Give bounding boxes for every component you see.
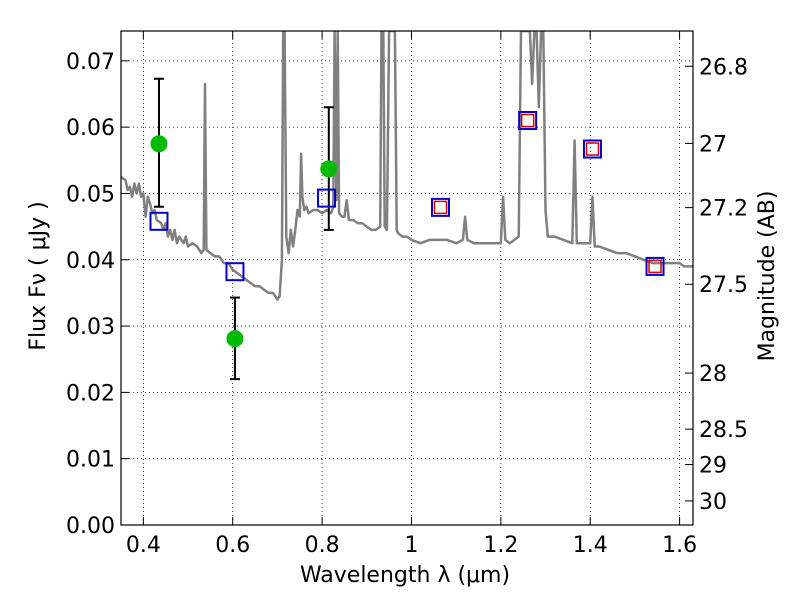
- tick-labels: 0.4 0.6 0.8 1 1.2 1.4 1.6 0.00 0.01 0.02 0.03 0.04 0…: [66, 50, 748, 558]
- y-tick-label: 0.02: [66, 381, 115, 406]
- y-tick-label: 0.00: [66, 514, 115, 539]
- y2-tick-label: 27.2: [699, 197, 748, 222]
- model-flux-square: [582, 139, 602, 159]
- model-flux-square-red: [520, 113, 535, 128]
- model-flux-square: [518, 111, 538, 131]
- x-tick-label: 1.2: [483, 533, 518, 558]
- grid: [121, 31, 693, 526]
- plot-frame: [120, 30, 694, 526]
- observed-flux-point: [150, 135, 168, 153]
- y2-axis-label: Magnitude (AB): [755, 191, 780, 362]
- y2-tick-label: 26.8: [699, 55, 748, 80]
- spectrum-line: [121, 31, 693, 301]
- model-flux-square: [225, 262, 245, 282]
- model-flux-square: [149, 211, 169, 231]
- model-flux-square-red: [585, 142, 600, 156]
- model-flux-square: [645, 256, 665, 276]
- ticks: [121, 31, 693, 526]
- x-tick-label: 1.4: [573, 533, 608, 558]
- x-tick-label: 0.8: [305, 533, 340, 558]
- y2-tick-label: 27.5: [699, 273, 748, 298]
- y2-tick-label: 28.5: [699, 418, 748, 443]
- x-axis-label: Wavelength λ (μm): [300, 563, 510, 588]
- y2-tick-label: 28: [699, 362, 727, 387]
- y-axis-label: Flux Fν ( μJy ): [26, 201, 51, 350]
- model-flux-square: [317, 188, 337, 208]
- observed-flux-point: [226, 330, 244, 348]
- plot-area: [121, 31, 693, 381]
- x-tick-label: 1: [404, 533, 418, 558]
- model-flux-square: [431, 197, 451, 217]
- y-tick-label: 0.01: [66, 448, 115, 473]
- y-tick-label: 0.03: [66, 315, 115, 340]
- y-tick-label: 0.04: [66, 249, 115, 274]
- model-flux-square-red: [648, 259, 662, 274]
- x-tick-label: 0.4: [126, 533, 161, 558]
- observed-flux-point: [320, 160, 338, 178]
- x-tick-label: 1.6: [662, 533, 697, 558]
- y2-tick-label: 27: [699, 132, 727, 157]
- y-tick-label: 0.06: [66, 116, 115, 141]
- y-tick-label: 0.05: [66, 182, 115, 207]
- model-flux-square-red: [433, 200, 448, 215]
- y2-tick-label: 30: [699, 490, 727, 515]
- x-tick-label: 0.6: [215, 533, 250, 558]
- y2-tick-label: 29: [699, 454, 727, 479]
- y-tick-label: 0.07: [66, 50, 115, 75]
